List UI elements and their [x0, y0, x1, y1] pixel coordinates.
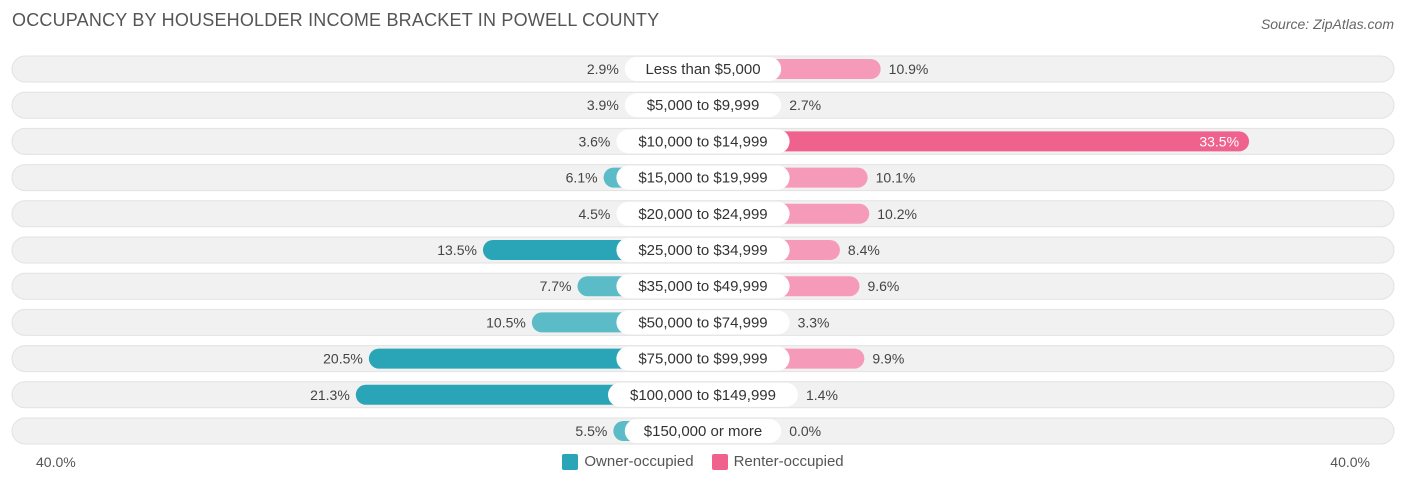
category-pill [608, 382, 798, 407]
category-label: $150,000 or more [644, 423, 762, 440]
category-label: $50,000 to $74,999 [638, 314, 767, 331]
category-pill [616, 274, 790, 299]
owner-value-label: 4.5% [578, 206, 610, 222]
legend-swatch-owner [562, 453, 579, 470]
renter-value-label: 10.2% [877, 206, 917, 222]
category-label: Less than $5,000 [645, 61, 760, 78]
category-pill [616, 129, 790, 154]
category-label: $10,000 to $14,999 [638, 133, 767, 150]
category-label: $5,000 to $9,999 [647, 97, 760, 114]
category-label: $100,000 to $149,999 [630, 387, 776, 404]
legend: Owner-occupied Renter-occupied [0, 453, 1406, 470]
legend-label-owner: Owner-occupied [584, 453, 694, 470]
renter-value-label: 1.4% [806, 387, 838, 403]
owner-value-label: 3.9% [587, 97, 619, 113]
category-label: $20,000 to $24,999 [638, 206, 767, 223]
category-pill [616, 201, 790, 226]
owner-value-label: 7.7% [540, 278, 572, 294]
category-pill [616, 165, 790, 190]
source-credit: Source: ZipAtlas.com [1260, 16, 1394, 32]
chart-canvas: 2.9% 10.9% Less than $5,000 3.9% 2.7% $5,000 … [11, 55, 1395, 445]
renter-value-label: 0.0% [789, 423, 821, 439]
owner-value-label: 6.1% [566, 170, 598, 186]
axis-max-label: 40.0% [1330, 454, 1370, 470]
legend-item-owner: Owner-occupied [562, 453, 694, 470]
renter-value-label: 10.9% [889, 61, 929, 77]
axis-min-label: 40.0% [36, 454, 76, 470]
renter-value-label: 10.1% [876, 170, 916, 186]
renter-value-label: 33.5% [1199, 133, 1239, 149]
owner-value-label: 20.5% [323, 351, 363, 367]
owner-value-label: 21.3% [310, 387, 350, 403]
category-pill [616, 238, 790, 262]
category-label: $75,000 to $99,999 [638, 351, 767, 368]
owner-value-label: 2.9% [587, 61, 619, 77]
category-label: $35,000 to $49,999 [638, 278, 767, 295]
legend-label-renter: Renter-occupied [733, 453, 844, 470]
category-pill [616, 310, 790, 335]
renter-bar [703, 131, 1250, 152]
category-label: $25,000 to $34,999 [638, 242, 767, 259]
chart-title: OCCUPANCY BY HOUSEHOLDER INCOME BRACKET … [12, 10, 660, 30]
category-pill [616, 346, 790, 371]
owner-value-label: 5.5% [575, 423, 607, 439]
legend-item-renter: Renter-occupied [711, 453, 844, 470]
owner-value-label: 13.5% [437, 242, 477, 258]
renter-value-label: 3.3% [798, 314, 830, 330]
category-pill [624, 419, 782, 443]
owner-value-label: 3.6% [578, 133, 610, 149]
renter-value-label: 9.9% [872, 351, 904, 367]
owner-value-label: 10.5% [486, 314, 526, 330]
category-pill [624, 93, 782, 118]
legend-swatch-renter [711, 453, 728, 470]
renter-value-label: 2.7% [789, 97, 821, 113]
renter-value-label: 9.6% [867, 278, 899, 294]
category-label: $15,000 to $19,999 [638, 170, 767, 187]
renter-value-label: 8.4% [848, 242, 880, 258]
category-pill [624, 57, 782, 81]
